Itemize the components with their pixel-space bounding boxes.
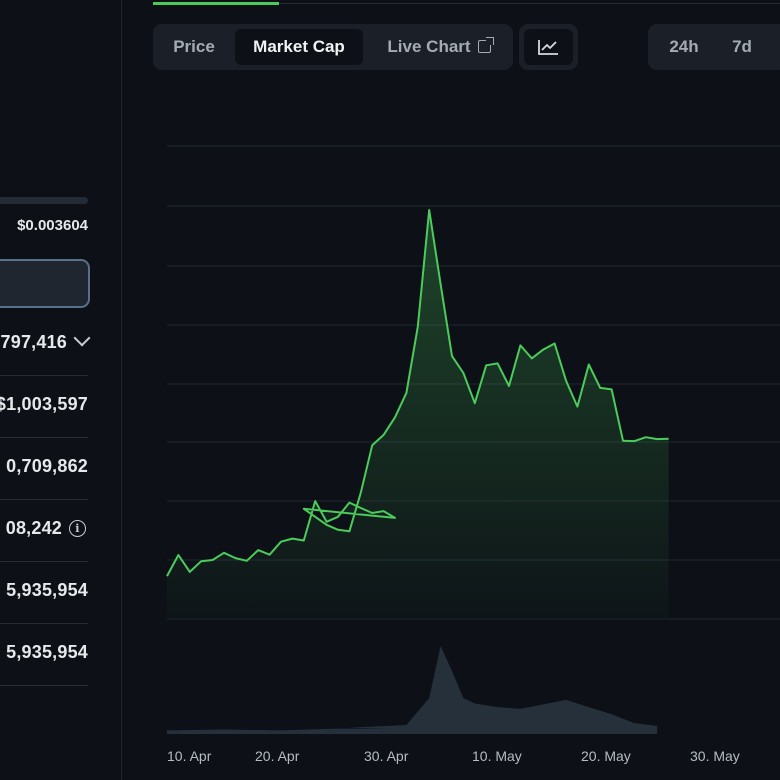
x-tick-label: 10. May — [472, 748, 522, 764]
market-cap-area — [167, 210, 669, 618]
line-chart-icon — [538, 40, 558, 55]
x-tick-label: 30. Apr — [364, 748, 409, 764]
chart-tabs: Price Market Cap Live Chart — [153, 24, 513, 70]
time-range-selector: 24h 7d — [648, 24, 780, 70]
info-icon[interactable]: i — [69, 520, 86, 537]
stat-row: 5,935,954 — [0, 623, 88, 686]
chart-type-toggle — [519, 24, 578, 70]
x-axis-ticks: 10. Apr 20. Apr 30. Apr 10. May 20. May 30. M… — [167, 748, 740, 764]
stat-value: 5,935,954 — [6, 642, 88, 662]
stat-row: 5,935,954 — [0, 561, 88, 624]
external-link-icon — [477, 37, 494, 53]
range-7d-button[interactable]: 7d — [732, 37, 752, 56]
stat-row-market-cap[interactable]: 797,416 — [0, 313, 91, 376]
price-value: $0.003604 — [17, 217, 88, 234]
x-tick-label: 20. Apr — [255, 748, 300, 764]
left-stats-panel: $0.003604 797,416 $1,003,597 0,709,862 0… — [0, 0, 122, 780]
range-24h-button[interactable]: 24h — [669, 37, 699, 56]
stat-row: 08,242 i — [0, 499, 88, 562]
volume-area — [167, 646, 658, 734]
tab-price[interactable]: Price — [173, 37, 215, 56]
stat-row: $1,003,597 — [0, 375, 88, 438]
x-tick-label: 10. Apr — [167, 748, 212, 764]
chevron-down-icon[interactable] — [73, 329, 91, 347]
stat-value: $1,003,597 — [0, 394, 88, 414]
stat-value: 08,242 i — [6, 518, 86, 539]
line-chart-button[interactable] — [524, 29, 573, 65]
chart-grid — [167, 145, 780, 620]
stat-value: 797,416 — [1, 329, 91, 353]
tab-market-cap[interactable]: Market Cap — [235, 29, 363, 65]
section-tab-indicator — [153, 2, 279, 5]
price-range-bar — [0, 197, 88, 204]
x-tick-label: 30. May — [690, 748, 740, 764]
converter-input[interactable] — [0, 259, 90, 308]
x-tick-label: 20. May — [581, 748, 631, 764]
market-cap-chart[interactable]: 10. Apr 20. Apr 30. Apr 10. May 20. May 30. M… — [150, 100, 780, 780]
stat-row: 0,709,862 — [0, 437, 88, 500]
tab-live-chart[interactable]: Live Chart — [369, 29, 509, 65]
stat-value: 5,935,954 — [6, 580, 88, 600]
market-cap-line — [166, 209, 669, 577]
section-tab-track — [153, 3, 780, 4]
stat-value: 0,709,862 — [6, 456, 88, 476]
tab-live-chart-label: Live Chart — [387, 37, 471, 56]
